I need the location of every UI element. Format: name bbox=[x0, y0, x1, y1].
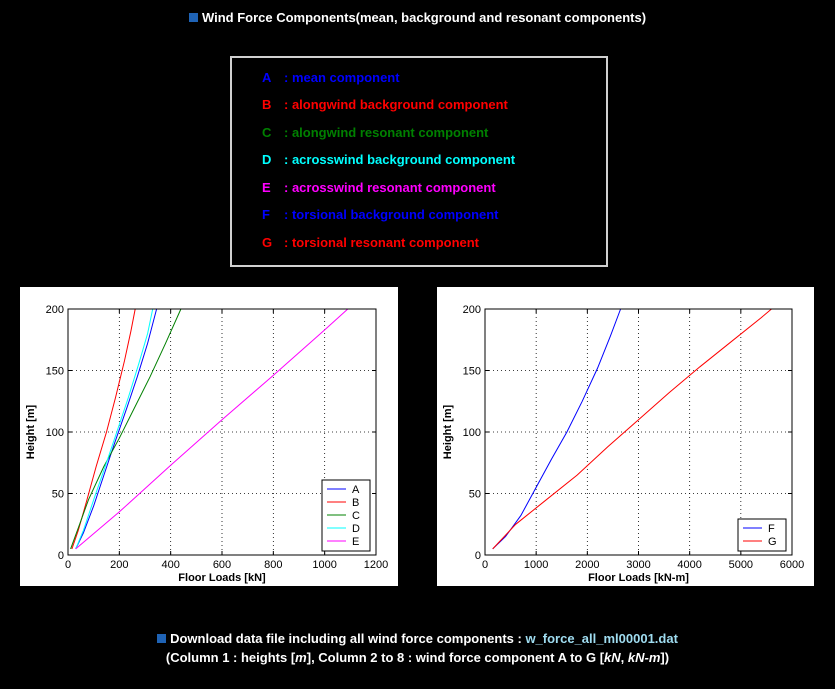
legend-entry-c: C bbox=[352, 510, 360, 522]
note-unit: kN bbox=[604, 650, 621, 665]
x-tick-label: 800 bbox=[264, 559, 282, 571]
legend-row-c: C : alongwind resonant component bbox=[262, 125, 488, 140]
note-unit: kN-m bbox=[627, 650, 661, 665]
x-tick-label: 0 bbox=[482, 559, 488, 571]
legend-row-f: F : torsional background component bbox=[262, 207, 499, 222]
legend-label: : alongwind background component bbox=[284, 97, 508, 112]
legend-row-e: E : acrosswind resonant component bbox=[262, 180, 496, 195]
series-line-g bbox=[492, 308, 772, 550]
column-note: (Column 1 : heights [m], Column 2 to 8 :… bbox=[0, 650, 835, 665]
legend-label: : acrosswind resonant component bbox=[284, 180, 496, 195]
download-line: Download data file including all wind fo… bbox=[0, 631, 835, 646]
torsion-chart: 0 1000 2000 3000 4000 5000 6000 0 50 100 150 200 Flo… bbox=[442, 304, 804, 584]
legend-key: B bbox=[262, 97, 272, 112]
x-tick-label: 600 bbox=[213, 559, 231, 571]
y-tick-label: 150 bbox=[46, 366, 64, 378]
legend-key: G bbox=[262, 235, 273, 250]
legend-row-g: G : torsional resonant component bbox=[262, 235, 479, 250]
legend-label: : acrosswind background component bbox=[284, 152, 516, 167]
legend-row-a: A : mean component bbox=[262, 70, 400, 85]
note-part: , bbox=[620, 650, 628, 665]
x-tick-label: 5000 bbox=[729, 559, 753, 571]
y-tick-label: 200 bbox=[46, 304, 64, 316]
y-tick-label: 150 bbox=[463, 366, 481, 378]
y-tick-label: 0 bbox=[475, 550, 481, 562]
note-part: (Column 1 : heights [ bbox=[165, 650, 296, 665]
legend-label: : alongwind resonant component bbox=[284, 125, 489, 140]
x-tick-label: 1000 bbox=[524, 559, 548, 571]
x-tick-label: 6000 bbox=[780, 559, 804, 571]
note-unit: m bbox=[295, 650, 307, 665]
legend-entry-b: B bbox=[352, 497, 359, 509]
x-tick-label: 1200 bbox=[364, 559, 388, 571]
y-tick-label: 100 bbox=[463, 427, 481, 439]
series-line-b bbox=[71, 308, 136, 550]
note-part: ], Column 2 to 8 : wind force component … bbox=[306, 650, 605, 665]
legend-entry-f: F bbox=[768, 523, 775, 535]
note-part: ]) bbox=[660, 650, 670, 665]
legend-key: C bbox=[262, 125, 272, 140]
y-axis-label: Height [m] bbox=[442, 404, 454, 459]
legend-entry-a: A bbox=[352, 484, 360, 496]
x-axis-label: Floor Loads [kN-m] bbox=[588, 572, 689, 584]
x-axis-label: Floor Loads [kN] bbox=[178, 572, 266, 584]
chart-panel-torsion: 0 1000 2000 3000 4000 5000 6000 0 50 100 150 200 Flo… bbox=[437, 287, 814, 586]
y-tick-label: 200 bbox=[463, 304, 481, 316]
chart-legend bbox=[737, 518, 787, 552]
legend-key: A bbox=[262, 70, 272, 85]
legend-label: : torsional resonant component bbox=[284, 235, 480, 250]
legend-row-d: D : acrosswind background component bbox=[262, 152, 515, 167]
y-tick-label: 50 bbox=[52, 489, 64, 501]
y-tick-label: 100 bbox=[46, 427, 64, 439]
legend-key: D bbox=[262, 152, 272, 167]
chart-panel-forces: 0 200 400 600 800 1000 1200 0 50 100 150 200 Floor L… bbox=[20, 287, 398, 586]
download-text: Download data file including all wind fo… bbox=[170, 631, 526, 646]
legend-key: E bbox=[262, 180, 271, 195]
series-line-e bbox=[75, 308, 349, 550]
x-tick-label: 1000 bbox=[312, 559, 336, 571]
legend-entry-g: G bbox=[768, 536, 777, 548]
legend-key: F bbox=[262, 207, 270, 222]
x-tick-label: 0 bbox=[65, 559, 71, 571]
y-axis-label: Height [m] bbox=[25, 404, 37, 459]
legend-entry-e: E bbox=[352, 536, 359, 548]
x-tick-label: 400 bbox=[161, 559, 179, 571]
x-tick-label: 200 bbox=[110, 559, 128, 571]
y-tick-label: 50 bbox=[469, 489, 481, 501]
series-line-c bbox=[70, 308, 182, 550]
page-title: Wind Force Components(mean, background a… bbox=[0, 10, 835, 25]
legend-label: : mean component bbox=[284, 70, 400, 85]
page-title-text: Wind Force Components(mean, background a… bbox=[201, 10, 647, 25]
series-line-a bbox=[75, 308, 158, 550]
legend-label: : torsional background component bbox=[284, 207, 499, 222]
bullet-icon bbox=[188, 13, 198, 22]
download-link[interactable]: w_force_all_ml00001.dat bbox=[525, 631, 678, 646]
series-line-f bbox=[492, 308, 622, 550]
force-chart: 0 200 400 600 800 1000 1200 0 50 100 150 200 Floor L… bbox=[25, 304, 388, 584]
legend-entry-d: D bbox=[352, 523, 360, 535]
series-line-d bbox=[75, 308, 154, 550]
bullet-icon bbox=[157, 634, 167, 643]
x-tick-label: 3000 bbox=[626, 559, 650, 571]
legend-row-b: B : alongwind background component bbox=[262, 97, 508, 112]
x-tick-label: 4000 bbox=[677, 559, 701, 571]
component-legend-box: A : mean component B : alongwind backgroun… bbox=[230, 56, 608, 267]
y-tick-label: 0 bbox=[58, 550, 64, 562]
x-tick-label: 2000 bbox=[575, 559, 599, 571]
